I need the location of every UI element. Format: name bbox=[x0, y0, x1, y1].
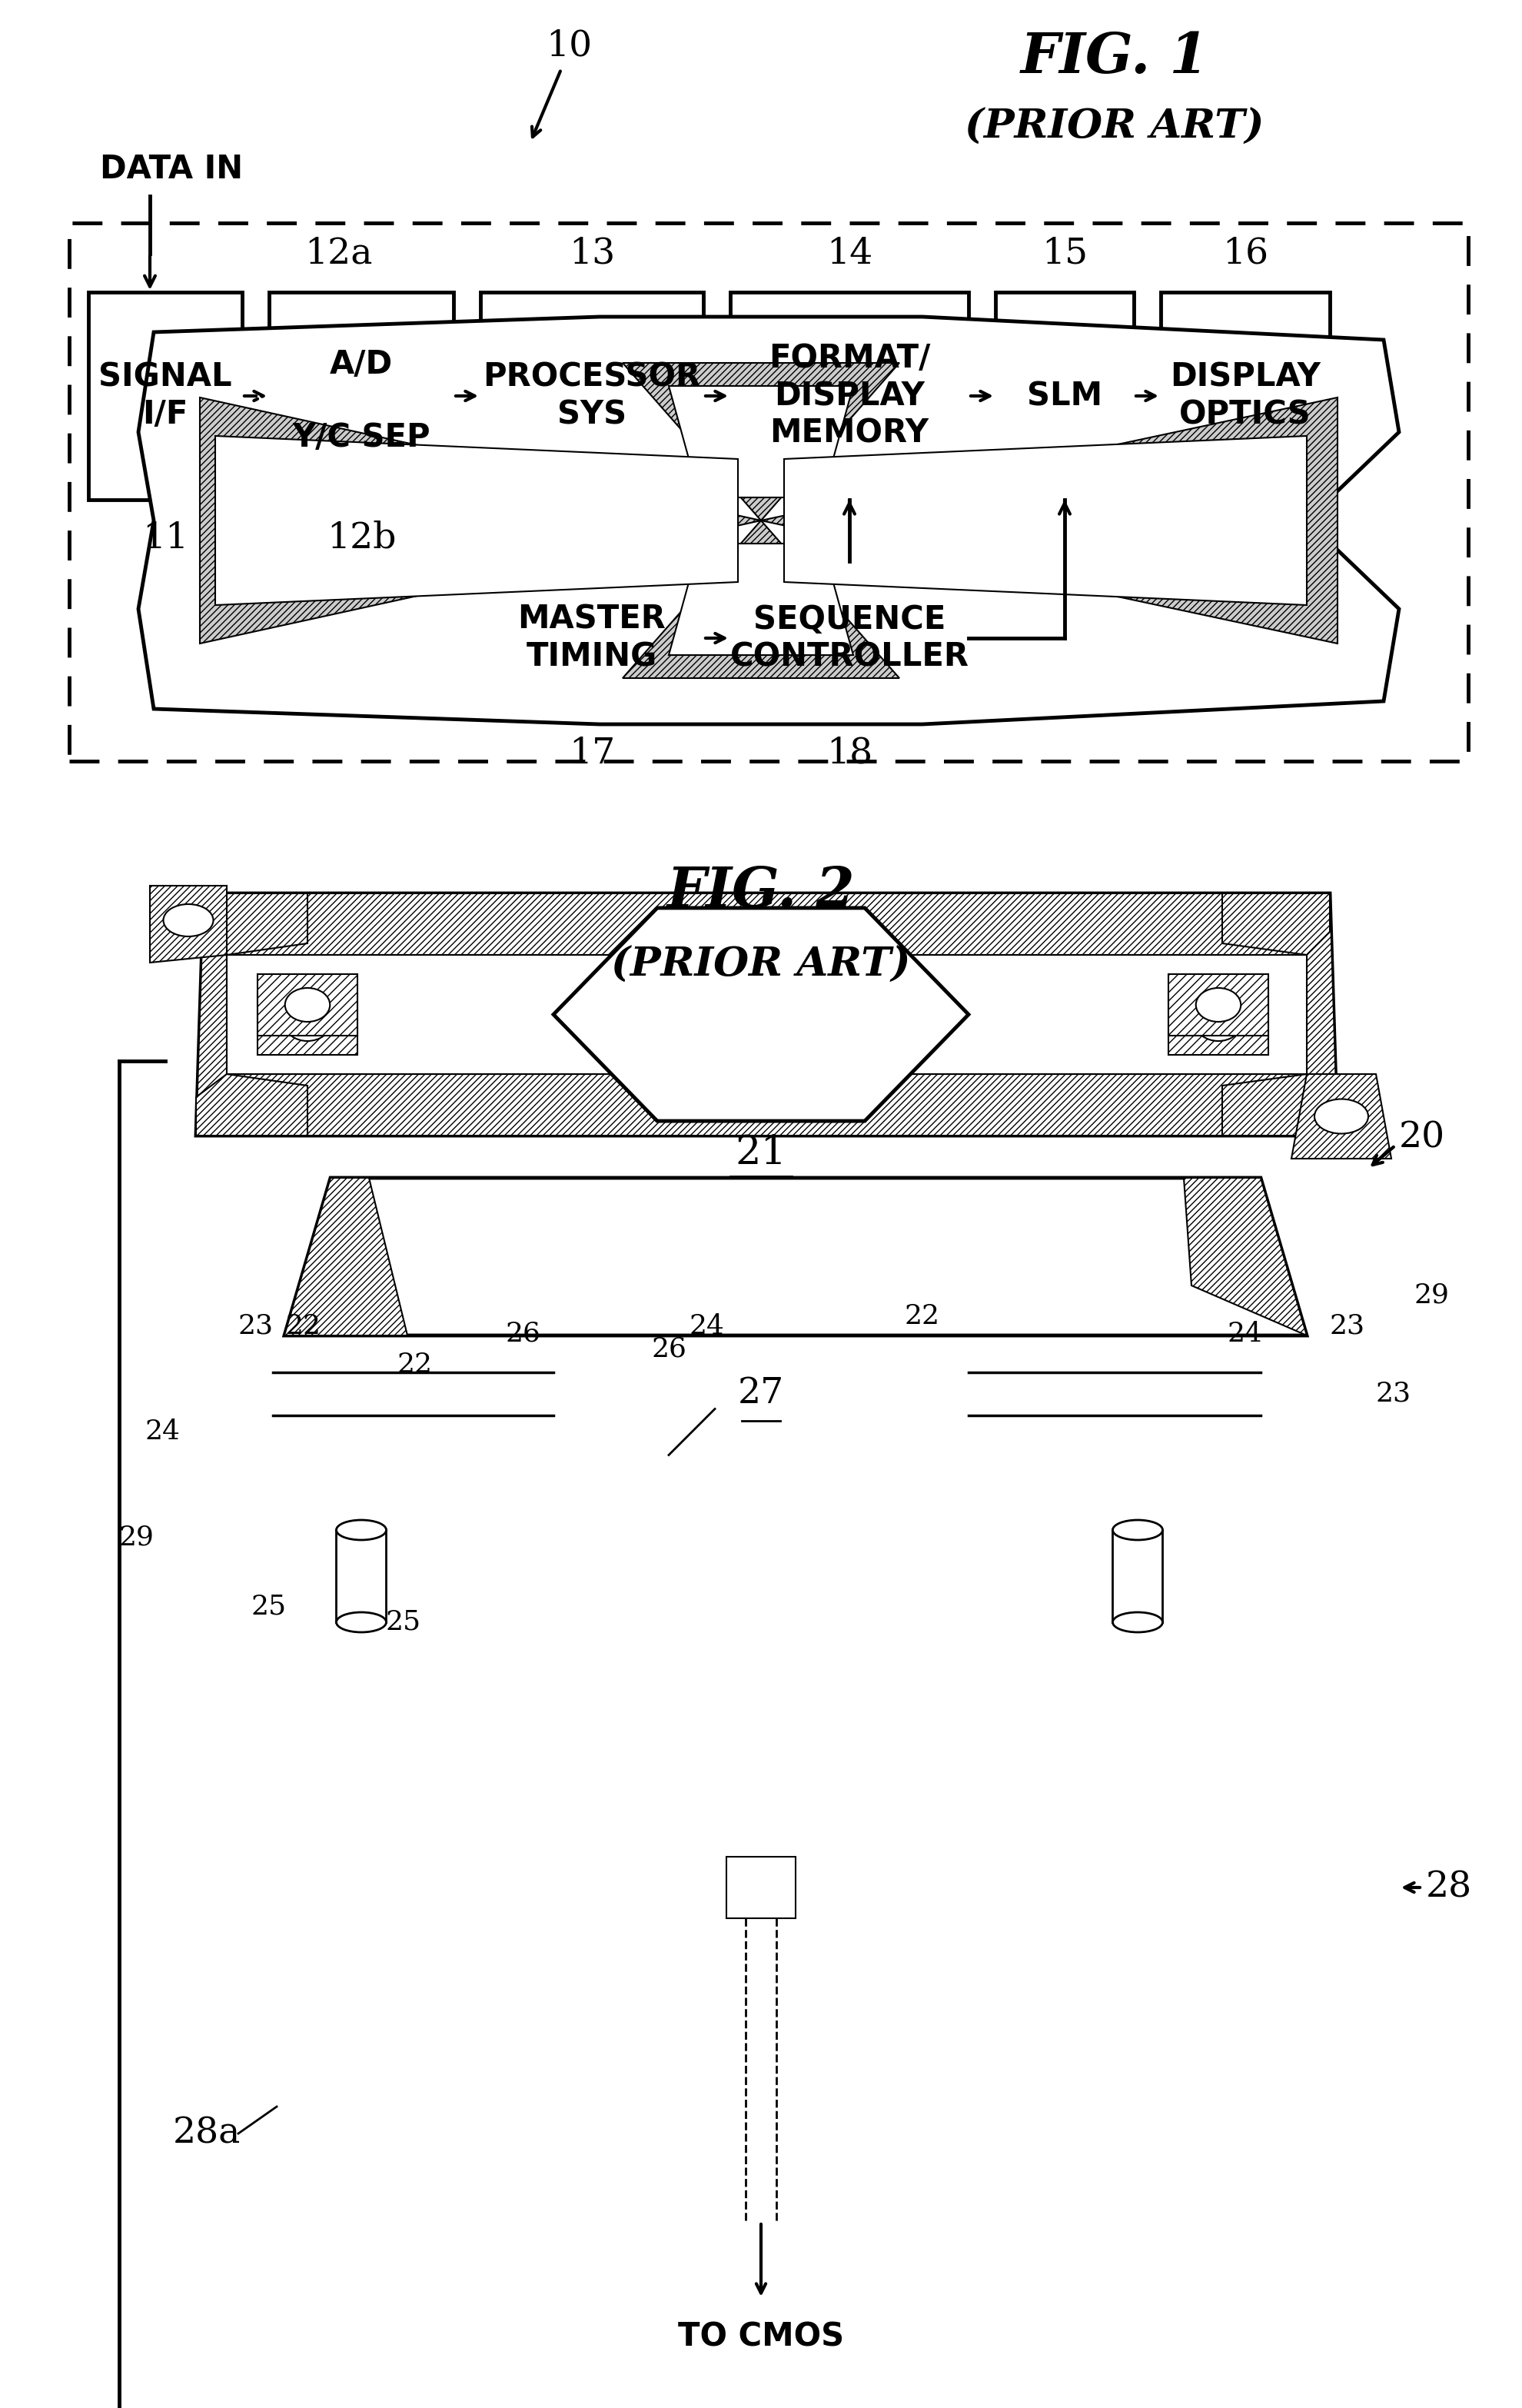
Bar bbox=[995, 291, 1134, 501]
Text: SIGNAL
I/F: SIGNAL I/F bbox=[99, 361, 231, 431]
Bar bbox=[1160, 291, 1329, 501]
Text: FIG. 2: FIG. 2 bbox=[667, 864, 854, 920]
Text: 16: 16 bbox=[1222, 236, 1268, 272]
Text: 25: 25 bbox=[385, 1609, 422, 1635]
Text: DISPLAY
OPTICS: DISPLAY OPTICS bbox=[1169, 361, 1320, 431]
Text: 14: 14 bbox=[826, 236, 872, 272]
Ellipse shape bbox=[1195, 1007, 1240, 1040]
Polygon shape bbox=[204, 893, 1329, 956]
Text: 27: 27 bbox=[738, 1375, 784, 1411]
Text: 15: 15 bbox=[1041, 236, 1087, 272]
Text: 21: 21 bbox=[735, 1134, 787, 1173]
Polygon shape bbox=[668, 544, 852, 655]
Text: 26: 26 bbox=[651, 1336, 686, 1363]
Ellipse shape bbox=[1313, 1098, 1368, 1134]
Polygon shape bbox=[1222, 1074, 1336, 1137]
Polygon shape bbox=[622, 520, 900, 679]
Polygon shape bbox=[215, 436, 738, 604]
Text: 24: 24 bbox=[689, 1312, 724, 1339]
Bar bbox=[269, 291, 454, 501]
Polygon shape bbox=[257, 995, 358, 1055]
Polygon shape bbox=[1183, 1178, 1306, 1336]
Polygon shape bbox=[199, 397, 761, 643]
Text: 29: 29 bbox=[119, 1524, 154, 1551]
Polygon shape bbox=[622, 364, 900, 520]
Text: 18: 18 bbox=[826, 737, 872, 771]
Text: (PRIOR ART): (PRIOR ART) bbox=[965, 108, 1263, 147]
Text: 11: 11 bbox=[142, 520, 189, 556]
Text: 22: 22 bbox=[397, 1351, 432, 1377]
Polygon shape bbox=[196, 1074, 1336, 1137]
Text: A/D: A/D bbox=[330, 349, 393, 380]
Text: 22: 22 bbox=[904, 1303, 939, 1329]
Ellipse shape bbox=[1113, 1613, 1163, 1633]
Text: 26: 26 bbox=[505, 1322, 540, 1346]
Text: 24: 24 bbox=[1227, 1322, 1262, 1346]
Ellipse shape bbox=[1195, 987, 1240, 1021]
Text: FIG. 1: FIG. 1 bbox=[1020, 31, 1208, 84]
Ellipse shape bbox=[1113, 1519, 1163, 1541]
Polygon shape bbox=[1167, 975, 1268, 1035]
Text: (PRIOR ART): (PRIOR ART) bbox=[610, 946, 910, 985]
Text: 23: 23 bbox=[1376, 1380, 1411, 1406]
Polygon shape bbox=[196, 1074, 307, 1137]
Bar bbox=[731, 561, 968, 715]
Ellipse shape bbox=[285, 987, 330, 1021]
Bar bbox=[726, 1857, 794, 1919]
Ellipse shape bbox=[336, 1613, 387, 1633]
Polygon shape bbox=[784, 436, 1306, 604]
Text: 28a: 28a bbox=[174, 2117, 240, 2150]
Bar bbox=[479, 561, 703, 715]
Text: TO CMOS: TO CMOS bbox=[677, 2321, 843, 2353]
Text: 12a: 12a bbox=[304, 236, 371, 272]
Text: SEQUENCE
CONTROLLER: SEQUENCE CONTROLLER bbox=[729, 604, 968, 672]
Text: 23: 23 bbox=[237, 1312, 274, 1339]
Polygon shape bbox=[196, 893, 227, 1137]
Text: 13: 13 bbox=[568, 236, 615, 272]
Polygon shape bbox=[285, 1178, 408, 1336]
Ellipse shape bbox=[285, 1007, 330, 1040]
Text: 29: 29 bbox=[1414, 1283, 1449, 1308]
Text: MASTER
TIMING: MASTER TIMING bbox=[517, 604, 665, 672]
Polygon shape bbox=[668, 385, 852, 498]
Text: 20: 20 bbox=[1399, 1120, 1444, 1156]
Ellipse shape bbox=[336, 1519, 387, 1541]
Polygon shape bbox=[1167, 995, 1268, 1055]
Polygon shape bbox=[285, 1178, 1306, 1336]
Text: SLM: SLM bbox=[1026, 380, 1102, 412]
Bar bbox=[731, 291, 968, 501]
Text: FORMAT/
DISPLAY
MEMORY: FORMAT/ DISPLAY MEMORY bbox=[769, 342, 930, 450]
Polygon shape bbox=[196, 893, 1336, 1137]
Polygon shape bbox=[257, 975, 358, 1035]
Polygon shape bbox=[552, 908, 968, 1122]
Polygon shape bbox=[139, 318, 1399, 725]
Text: 28: 28 bbox=[1425, 1871, 1472, 1905]
Polygon shape bbox=[1222, 893, 1329, 956]
Bar bbox=[479, 291, 703, 501]
Polygon shape bbox=[1291, 1074, 1391, 1158]
Text: DATA IN: DATA IN bbox=[100, 154, 244, 185]
Polygon shape bbox=[196, 893, 307, 956]
Text: 23: 23 bbox=[1329, 1312, 1365, 1339]
Bar bbox=[88, 291, 242, 501]
Text: 25: 25 bbox=[251, 1594, 286, 1621]
Polygon shape bbox=[761, 397, 1336, 643]
Text: 22: 22 bbox=[286, 1312, 321, 1339]
Polygon shape bbox=[1306, 893, 1336, 1137]
Text: PROCESSOR
SYS: PROCESSOR SYS bbox=[482, 361, 700, 431]
Text: 24: 24 bbox=[145, 1418, 181, 1445]
Text: 17: 17 bbox=[568, 737, 615, 771]
Text: 10: 10 bbox=[545, 29, 592, 63]
Text: 12b: 12b bbox=[326, 520, 396, 556]
Ellipse shape bbox=[163, 903, 213, 937]
Polygon shape bbox=[149, 886, 227, 963]
Text: Y/C SEP: Y/C SEP bbox=[292, 421, 431, 453]
Polygon shape bbox=[227, 956, 1306, 1074]
